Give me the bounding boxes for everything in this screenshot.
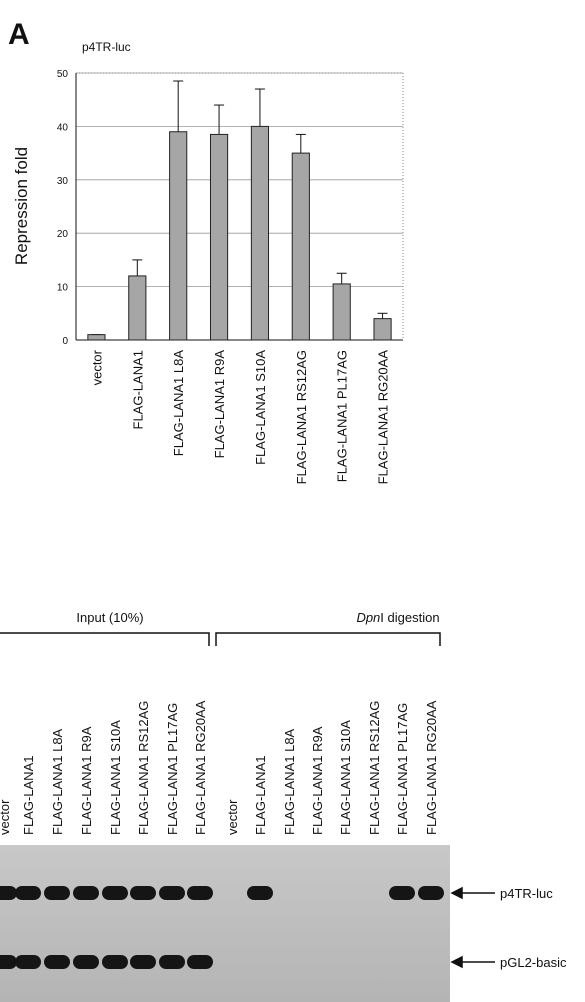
bar — [251, 126, 268, 340]
lane-label: FLAG-LANA1 RS12AG — [367, 701, 382, 835]
lane-label: FLAG-LANA1 — [21, 756, 36, 835]
gel-band — [159, 886, 185, 900]
lane-label: FLAG-LANA1 R9A — [79, 726, 94, 835]
lane-label: FLAG-LANA1 R9A — [310, 726, 325, 835]
x-tick-label: FLAG-LANA1 — [130, 350, 145, 429]
gel-image — [0, 845, 450, 1002]
lane-label: FLAG-LANA1 RG20AA — [193, 700, 208, 835]
gel-band — [389, 886, 415, 900]
arrows — [452, 888, 495, 967]
lane-brackets — [0, 633, 440, 646]
lane-label: FLAG-LANA1 L8A — [282, 728, 297, 835]
x-tick-label: FLAG-LANA1 R9A — [212, 350, 227, 459]
gel-band — [0, 955, 17, 969]
digestion-title: DpnI digestion — [356, 610, 439, 625]
lane-label: FLAG-LANA1 PL17AG — [165, 703, 180, 835]
gel-band — [187, 886, 213, 900]
gel-band — [247, 886, 273, 900]
y-tick-label: 0 — [62, 336, 68, 347]
gel-band — [73, 886, 99, 900]
plot-frame — [76, 73, 403, 340]
lane-label: FLAG-LANA1 — [253, 756, 268, 835]
gel-band — [418, 886, 444, 900]
lane-label: FLAG-LANA1 S10A — [338, 720, 353, 835]
band-label: p4TR-luc — [500, 886, 553, 901]
gel-band — [130, 886, 156, 900]
y-tick-label: 10 — [57, 283, 69, 294]
gel-band — [102, 886, 128, 900]
y-tick-label: 20 — [57, 229, 69, 240]
gel-band — [44, 886, 70, 900]
bar — [374, 319, 391, 340]
lane-label: FLAG-LANA1 L8A — [50, 728, 65, 835]
figure: A p4TR-luc Repression fold Input (10%) D… — [0, 0, 585, 1002]
lane-label: vector — [225, 799, 240, 835]
x-tick-label: FLAG-LANA1 L8A — [171, 350, 186, 457]
y-tick-label: 50 — [57, 69, 69, 80]
y-axis-label: Repression fold — [12, 147, 31, 265]
lane-label: FLAG-LANA1 PL17AG — [395, 703, 410, 835]
gel-band — [73, 955, 99, 969]
lane-label: FLAG-LANA1 S10A — [108, 720, 123, 835]
lane-label: FLAG-LANA1 RS12AG — [136, 701, 151, 835]
digestion-title-rest: I digestion — [380, 610, 439, 625]
bar — [210, 134, 227, 340]
x-tick-label: vector — [89, 349, 104, 385]
gel-band — [15, 955, 41, 969]
lane-label: vector — [0, 799, 12, 835]
lane-label: FLAG-LANA1 RG20AA — [424, 700, 439, 835]
gel-band — [44, 955, 70, 969]
gel-band — [159, 955, 185, 969]
bar — [292, 153, 309, 340]
panel-label: A — [8, 18, 30, 51]
bar — [333, 284, 350, 340]
gel-band — [102, 955, 128, 969]
x-tick-label: FLAG-LANA1 S10A — [253, 350, 268, 465]
gel-band — [187, 955, 213, 969]
bar — [88, 335, 105, 340]
gel-band — [0, 886, 17, 900]
x-tick-label: FLAG-LANA1 PL17AG — [335, 350, 350, 482]
x-tick-label: FLAG-LANA1 RS12AG — [294, 350, 309, 484]
digestion-title-italic: Dpn — [356, 610, 380, 625]
y-tick-label: 30 — [57, 176, 69, 187]
gel-band — [15, 886, 41, 900]
y-tick-label: 40 — [57, 122, 69, 133]
input-title: Input (10%) — [76, 610, 143, 625]
bar — [129, 276, 146, 340]
chart-title: p4TR-luc — [82, 40, 131, 54]
bar — [170, 132, 187, 340]
gel-band — [130, 955, 156, 969]
x-tick-label: FLAG-LANA1 RG20AA — [376, 350, 391, 485]
band-label: pGL2-basic — [500, 955, 567, 970]
